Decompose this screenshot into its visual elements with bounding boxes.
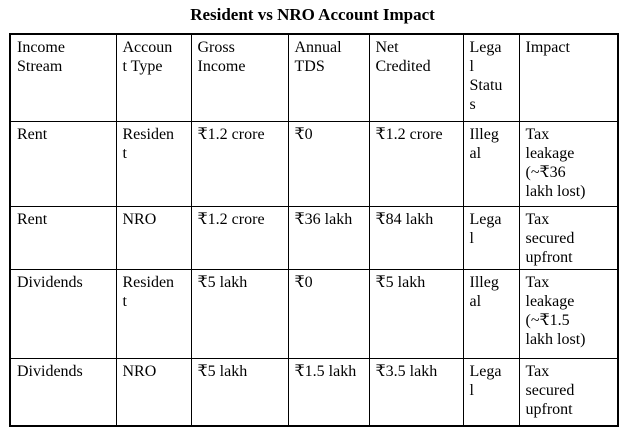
column-header-gross-income: Gross Income [190, 33, 289, 122]
column-header-net-credited: Net Credited [368, 33, 464, 122]
table-cell: Lega l [462, 205, 520, 270]
table-cell: Dividends [9, 357, 117, 427]
table-row: Rent NRO ₹1.2 crore ₹36 lakh ₹84 lakh Le… [9, 205, 619, 270]
table-cell: ₹1.2 crore [190, 120, 289, 207]
table-row: Rent Residen t ₹1.2 crore ₹0 ₹1.2 crore … [9, 120, 619, 207]
table-cell: Tax leakage (~₹1.5 lakh lost) [518, 268, 619, 359]
table-cell: NRO [115, 357, 192, 427]
column-header-annual-tds: Annual TDS [287, 33, 370, 122]
table-cell: Illeg al [462, 268, 520, 359]
table-cell: Lega l [462, 357, 520, 427]
table-cell: ₹1.2 crore [368, 120, 464, 207]
table-cell: Tax secured upfront [518, 205, 619, 270]
table-cell: ₹1.2 crore [190, 205, 289, 270]
table-cell: ₹3.5 lakh [368, 357, 464, 427]
table-header-row: Income Stream Accoun t Type Gross Income… [9, 33, 619, 122]
table-cell: ₹5 lakh [368, 268, 464, 359]
resident-vs-nro-table: Income Stream Accoun t Type Gross Income… [9, 33, 619, 427]
table-cell: Residen t [115, 120, 192, 207]
table-cell: Rent [9, 120, 117, 207]
table-cell: NRO [115, 205, 192, 270]
table-cell: ₹1.5 lakh [287, 357, 370, 427]
column-header-income-stream: Income Stream [9, 33, 117, 122]
table-cell: ₹5 lakh [190, 357, 289, 427]
table-cell: ₹5 lakh [190, 268, 289, 359]
column-header-impact: Impact [518, 33, 619, 122]
table-row: Dividends NRO ₹5 lakh ₹1.5 lakh ₹3.5 lak… [9, 357, 619, 427]
table-cell: Rent [9, 205, 117, 270]
table-cell: ₹84 lakh [368, 205, 464, 270]
table-cell: Tax secured upfront [518, 357, 619, 427]
table-cell: Dividends [9, 268, 117, 359]
column-header-legal-status: Lega l Statu s [462, 33, 520, 122]
table-cell: ₹0 [287, 268, 370, 359]
table-cell: ₹36 lakh [287, 205, 370, 270]
table-cell: Illeg al [462, 120, 520, 207]
page-title: Resident vs NRO Account Impact [190, 5, 435, 24]
table-cell: Tax leakage (~₹36 lakh lost) [518, 120, 619, 207]
table-cell: Residen t [115, 268, 192, 359]
table-row: Dividends Residen t ₹5 lakh ₹0 ₹5 lakh I… [9, 268, 619, 359]
column-header-account-type: Accoun t Type [115, 33, 192, 122]
table-cell: ₹0 [287, 120, 370, 207]
